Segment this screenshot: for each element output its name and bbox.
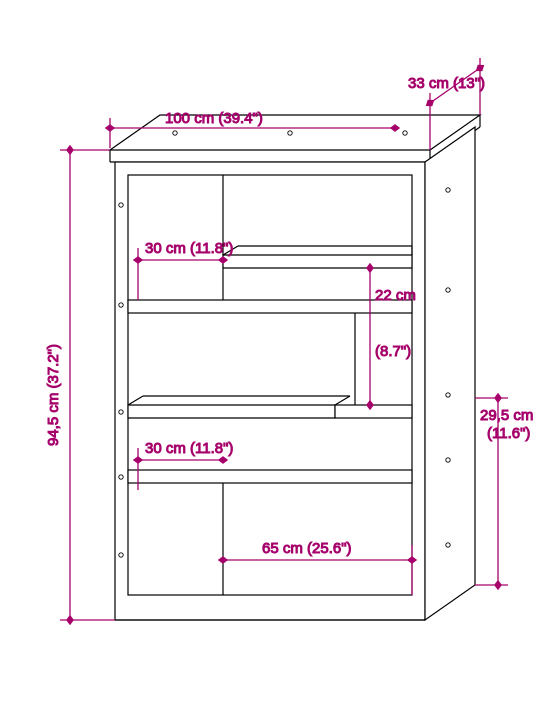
dim-shelf-upper-label: 30 cm (11.8") [145, 240, 233, 257]
dim-right-height: 29,5 cm (11.6") [475, 398, 533, 585]
dim-bottom-width-label: 65 cm (25.6") [262, 540, 352, 557]
dim-height-left-label: 94,5 cm (37.2") [45, 344, 62, 446]
dim-right-height-label-a: 29,5 cm [480, 407, 533, 424]
dim-inner-height-label-b: (8.7") [375, 343, 411, 360]
dim-right-height-label-b: (11.6") [487, 425, 530, 442]
dim-shelf-lower-label: 30 cm (11.8") [145, 440, 233, 457]
dim-inner-height-label-a: 22 cm [375, 287, 416, 304]
dim-depth-top-label: 33 cm (13") [408, 75, 485, 92]
dim-height-left: 94,5 cm (37.2") [45, 150, 115, 620]
dimension-diagram: 100 cm (39.4") 33 cm (13") 94,5 cm (37.2… [0, 0, 540, 720]
dim-width-top-label: 100 cm (39.4") [165, 110, 263, 127]
